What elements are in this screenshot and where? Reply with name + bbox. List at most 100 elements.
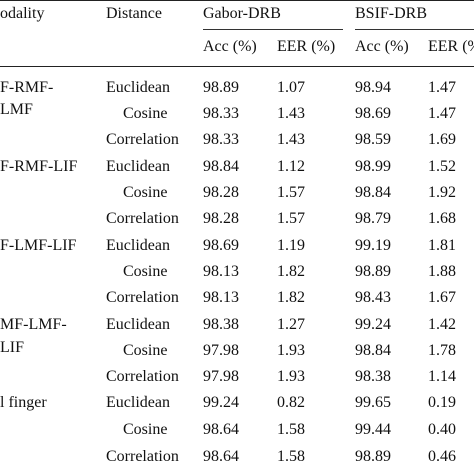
gabor-acc-cell: 97.98 (203, 368, 239, 385)
distance-cell: Correlation (106, 368, 179, 385)
bsif-eer-cell: 1.47 (428, 79, 456, 96)
distance-cell: Euclidean (106, 316, 170, 333)
bsif-group-rule (355, 29, 474, 30)
header-distance: Distance (106, 5, 162, 22)
gabor-eer-cell: 1.58 (277, 421, 305, 438)
modality-label-2: F-RMF-LIF (0, 158, 78, 175)
bsif-eer-cell: 1.42 (428, 316, 456, 333)
table-row: Euclidean 98.89 1.07 98.94 1.47 (0, 79, 474, 97)
gabor-acc-cell: 98.84 (203, 158, 239, 175)
table-row: Correlation 98.13 1.82 98.43 1.67 (0, 289, 474, 307)
bsif-eer-cell: 1.52 (428, 158, 456, 175)
distance-cell: Euclidean (106, 158, 170, 175)
table-row: Correlation 98.64 1.58 98.89 0.46 (0, 448, 474, 466)
distance-cell: Cosine (123, 263, 168, 280)
bsif-eer-cell: 1.78 (428, 342, 456, 359)
bsif-eer-cell: 1.81 (428, 237, 456, 254)
header-gabor-eer: EER (%) (277, 38, 336, 55)
bsif-acc-cell: 98.84 (355, 184, 391, 201)
header-bsif-drb: BSIF-DRB (355, 5, 428, 22)
modality-label-1a: F-RMF- (0, 79, 54, 96)
distance-cell: Correlation (106, 448, 179, 465)
header-gabor-acc: Acc (%) (203, 38, 257, 55)
modality-label-4a: MF-LMF- (0, 316, 67, 333)
gabor-acc-cell: 98.64 (203, 448, 239, 465)
header-gabor-drb: Gabor-DRB (203, 5, 281, 22)
modality-label-5: l finger (0, 394, 47, 411)
gabor-acc-cell: 98.38 (203, 316, 239, 333)
bsif-eer-cell: 1.47 (428, 105, 456, 122)
bsif-acc-cell: 98.79 (355, 210, 391, 227)
table-row: Cosine 98.28 1.57 98.84 1.92 (0, 184, 474, 202)
bsif-eer-cell: 1.88 (428, 263, 456, 280)
table-row: Euclidean 98.84 1.12 98.99 1.52 (0, 158, 474, 176)
distance-cell: Cosine (123, 342, 168, 359)
gabor-acc-cell: 98.64 (203, 421, 239, 438)
bsif-acc-cell: 98.89 (355, 263, 391, 280)
distance-cell: Cosine (123, 105, 168, 122)
gabor-group-rule (203, 29, 343, 30)
bsif-acc-cell: 99.24 (355, 316, 391, 333)
bsif-acc-cell: 99.44 (355, 421, 391, 438)
bsif-eer-cell: 0.19 (428, 394, 456, 411)
header-bsif-acc: Acc (%) (355, 38, 409, 55)
bsif-acc-cell: 98.69 (355, 105, 391, 122)
bsif-acc-cell: 98.94 (355, 79, 391, 96)
gabor-acc-cell: 99.24 (203, 394, 239, 411)
header-bsif-eer: EER (% (428, 38, 474, 55)
gabor-eer-cell: 1.93 (277, 368, 305, 385)
gabor-eer-cell: 1.58 (277, 448, 305, 465)
table-row: Cosine 98.13 1.82 98.89 1.88 (0, 263, 474, 281)
gabor-eer-cell: 1.43 (277, 105, 305, 122)
table-row: Correlation 98.28 1.57 98.79 1.68 (0, 210, 474, 228)
bsif-eer-cell: 1.14 (428, 368, 456, 385)
bsif-acc-cell: 98.84 (355, 342, 391, 359)
bsif-eer-cell: 1.69 (428, 131, 456, 148)
gabor-eer-cell: 1.82 (277, 289, 305, 306)
gabor-eer-cell: 1.27 (277, 316, 305, 333)
modality-label-4b: LIF (0, 339, 24, 356)
table-row: Euclidean 99.24 0.82 99.65 0.19 (0, 394, 474, 412)
header-modality: odality (0, 5, 45, 22)
table-row: Cosine 98.33 1.43 98.69 1.47 (0, 105, 474, 123)
gabor-acc-cell: 98.33 (203, 105, 239, 122)
gabor-acc-cell: 98.33 (203, 131, 239, 148)
gabor-acc-cell: 98.13 (203, 263, 239, 280)
gabor-eer-cell: 1.82 (277, 263, 305, 280)
distance-cell: Euclidean (106, 79, 170, 96)
table-row: Correlation 97.98 1.93 98.38 1.14 (0, 368, 474, 386)
gabor-eer-cell: 0.82 (277, 394, 305, 411)
gabor-eer-cell: 1.43 (277, 131, 305, 148)
bsif-eer-cell: 1.67 (428, 289, 456, 306)
table-row: Euclidean 98.69 1.19 99.19 1.81 (0, 237, 474, 255)
gabor-eer-cell: 1.93 (277, 342, 305, 359)
gabor-eer-cell: 1.19 (277, 237, 305, 254)
gabor-eer-cell: 1.12 (277, 158, 305, 175)
gabor-eer-cell: 1.07 (277, 79, 305, 96)
gabor-acc-cell: 98.13 (203, 289, 239, 306)
bsif-eer-cell: 0.46 (428, 448, 456, 465)
bsif-acc-cell: 98.43 (355, 289, 391, 306)
gabor-eer-cell: 1.57 (277, 210, 305, 227)
bsif-acc-cell: 98.89 (355, 448, 391, 465)
bsif-acc-cell: 98.59 (355, 131, 391, 148)
distance-cell: Cosine (123, 421, 168, 438)
table-row: Correlation 98.33 1.43 98.59 1.69 (0, 131, 474, 149)
distance-cell: Euclidean (106, 237, 170, 254)
gabor-acc-cell: 98.28 (203, 210, 239, 227)
bsif-eer-cell: 0.40 (428, 421, 456, 438)
distance-cell: Correlation (106, 210, 179, 227)
table-row: Cosine 97.98 1.93 98.84 1.78 (0, 342, 474, 360)
distance-cell: Cosine (123, 184, 168, 201)
table-top-rule (0, 0, 474, 2)
bsif-acc-cell: 98.99 (355, 158, 391, 175)
table-row: Cosine 98.64 1.58 99.44 0.40 (0, 421, 474, 439)
distance-cell: Euclidean (106, 394, 170, 411)
gabor-acc-cell: 98.89 (203, 79, 239, 96)
gabor-eer-cell: 1.57 (277, 184, 305, 201)
distance-cell: Correlation (106, 289, 179, 306)
table-row: Euclidean 98.38 1.27 99.24 1.42 (0, 316, 474, 334)
gabor-acc-cell: 98.69 (203, 237, 239, 254)
header-bottom-rule (0, 66, 474, 67)
